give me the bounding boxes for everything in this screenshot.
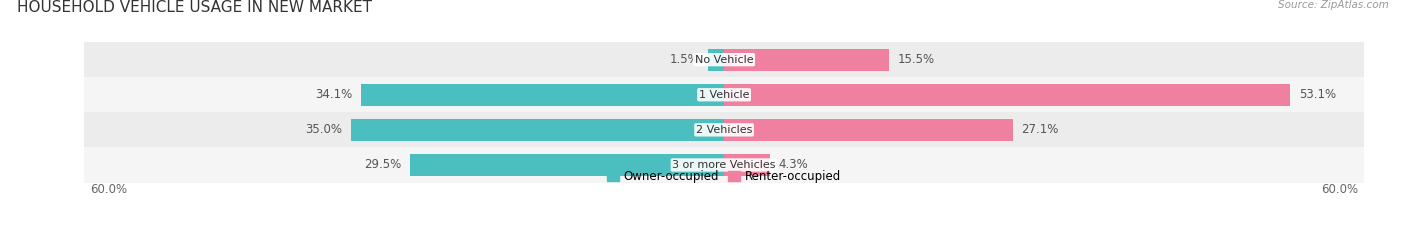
Bar — [709, 49, 724, 70]
Bar — [724, 119, 1014, 141]
Bar — [724, 84, 1291, 106]
Bar — [352, 119, 724, 141]
Text: 15.5%: 15.5% — [898, 53, 935, 66]
Bar — [409, 154, 724, 176]
Text: 3 or more Vehicles: 3 or more Vehicles — [672, 160, 776, 170]
Text: 60.0%: 60.0% — [1322, 183, 1358, 196]
Bar — [84, 42, 1364, 77]
Text: HOUSEHOLD VEHICLE USAGE IN NEW MARKET: HOUSEHOLD VEHICLE USAGE IN NEW MARKET — [17, 0, 371, 15]
Bar — [724, 154, 770, 176]
Text: No Vehicle: No Vehicle — [695, 55, 754, 65]
Text: 2 Vehicles: 2 Vehicles — [696, 125, 752, 135]
Text: 27.1%: 27.1% — [1022, 123, 1059, 136]
Text: 1 Vehicle: 1 Vehicle — [699, 90, 749, 100]
Text: 60.0%: 60.0% — [90, 183, 127, 196]
Text: 29.5%: 29.5% — [364, 158, 401, 172]
Text: 4.3%: 4.3% — [779, 158, 808, 172]
Legend: Owner-occupied, Renter-occupied: Owner-occupied, Renter-occupied — [602, 165, 846, 188]
Bar — [84, 112, 1364, 147]
Text: 53.1%: 53.1% — [1299, 88, 1336, 101]
Text: 1.5%: 1.5% — [669, 53, 700, 66]
Bar — [724, 49, 890, 70]
Text: Source: ZipAtlas.com: Source: ZipAtlas.com — [1278, 0, 1389, 10]
Text: 34.1%: 34.1% — [315, 88, 352, 101]
Text: 35.0%: 35.0% — [305, 123, 343, 136]
Bar — [360, 84, 724, 106]
Bar — [84, 147, 1364, 183]
Bar — [84, 77, 1364, 112]
